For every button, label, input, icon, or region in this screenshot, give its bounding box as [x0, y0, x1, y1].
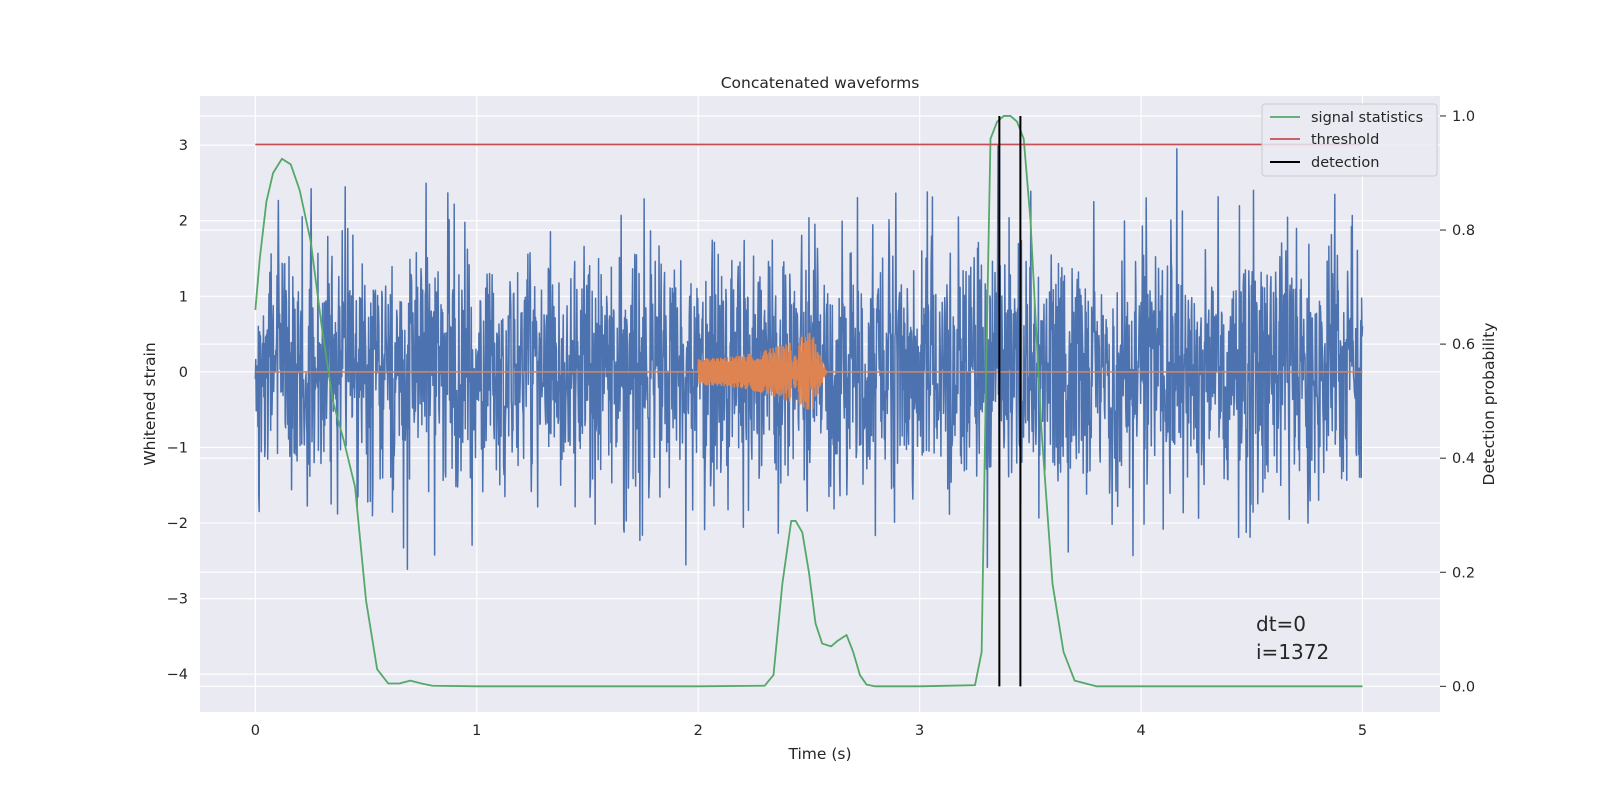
x-tick-label: 5: [1358, 723, 1367, 739]
legend-label-detection: detection: [1311, 155, 1379, 171]
y2-tick-label: 0.2: [1452, 565, 1475, 581]
y-tick-label: −3: [167, 592, 188, 608]
y2-tick-label: 1.0: [1452, 109, 1475, 125]
legend: signal statistics threshold detection: [1261, 103, 1438, 177]
x-axis: 0 1 2 3 4 5: [251, 723, 1367, 739]
y-axis-title: Whitened strain: [141, 342, 159, 465]
y2-tick-label: 0.4: [1452, 451, 1475, 467]
x-tick-label: 2: [694, 723, 703, 739]
y2-tick-label: 0.8: [1452, 223, 1475, 239]
y-axis-left: −4 −3 −2 −1 0 1 2 3: [167, 138, 188, 683]
noise-trace: [254, 145, 1364, 570]
legend-label-threshold: threshold: [1311, 132, 1379, 148]
y-tick-label: 0: [179, 365, 188, 381]
y-tick-label: −1: [167, 440, 188, 456]
annotation-index: i=1372: [1256, 640, 1329, 664]
x-axis-title: Time (s): [787, 745, 851, 763]
x-tick-label: 3: [915, 723, 924, 739]
y-tick-label: 1: [179, 289, 188, 305]
y-tick-label: 2: [179, 214, 188, 230]
x-tick-label: 0: [251, 723, 260, 739]
y-tick-label: −4: [167, 667, 188, 683]
legend-box: [1261, 103, 1438, 177]
y-tick-label: −2: [167, 516, 188, 532]
x-tick-label: 1: [472, 723, 481, 739]
y-tick-label: 3: [179, 138, 188, 154]
chirp-trace: [255, 332, 1363, 410]
x-tick-label: 4: [1136, 723, 1145, 739]
signal-statistics-line: [254, 115, 1363, 688]
y2-axis-title: Detection probability: [1480, 323, 1498, 486]
annotation-dt: dt=0: [1256, 612, 1306, 636]
series-layer: [254, 115, 1364, 688]
chart-title: Concatenated waveforms: [721, 74, 920, 92]
y2-tick-label: 0.6: [1452, 337, 1475, 353]
y-axis-right: 0.0 0.2 0.4 0.6 0.8 1.0: [1440, 109, 1475, 695]
legend-label-signal-statistics: signal statistics: [1311, 110, 1423, 126]
y2-tick-label: 0.0: [1452, 679, 1475, 695]
